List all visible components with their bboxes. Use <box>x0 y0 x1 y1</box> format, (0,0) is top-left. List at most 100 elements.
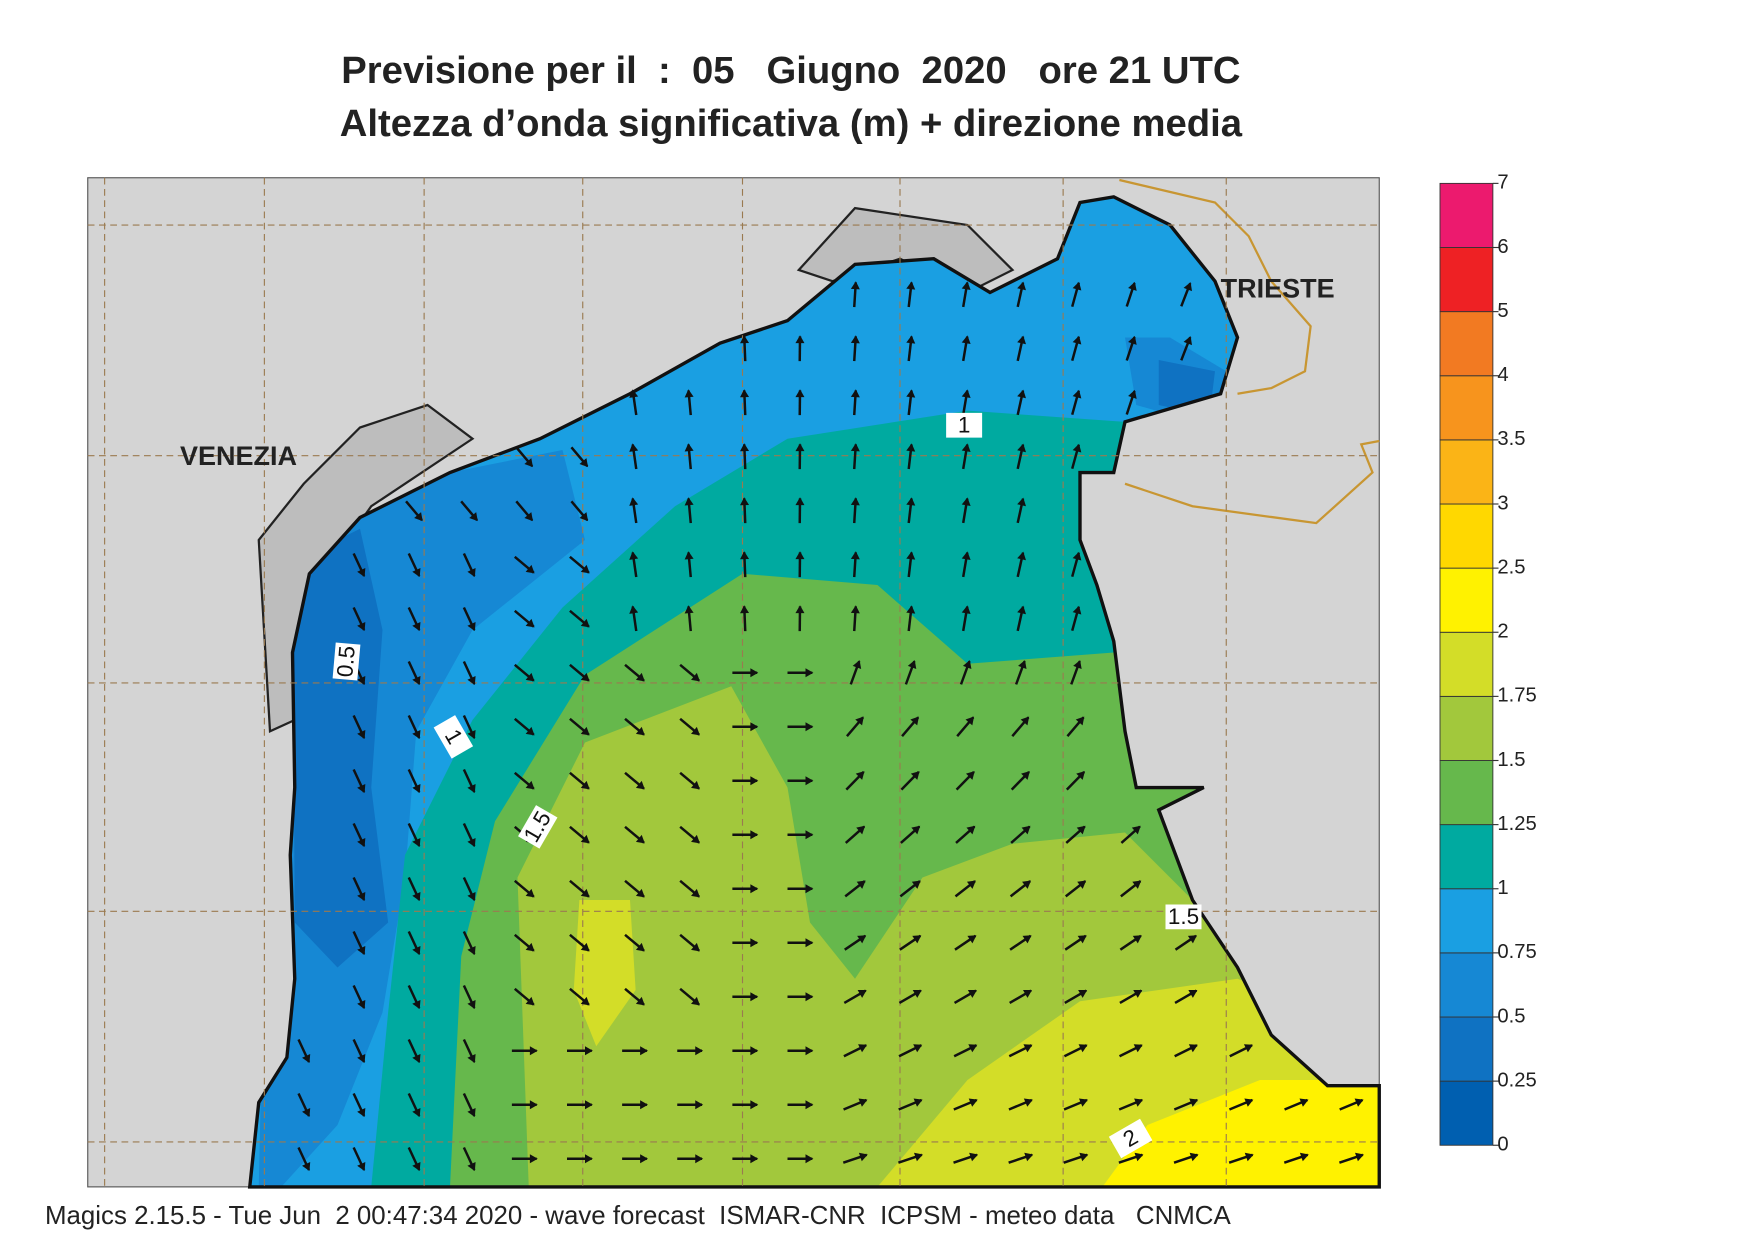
arrow <box>732 1154 759 1164</box>
arrow-head <box>1072 389 1082 399</box>
colorbar-box <box>1439 631 1494 697</box>
arrow-head <box>966 825 976 835</box>
arrow-head <box>525 780 535 790</box>
arrow <box>899 880 921 898</box>
arrow-head <box>1131 825 1141 835</box>
arrow <box>787 884 814 894</box>
arrow <box>795 389 805 416</box>
arrow <box>844 934 867 951</box>
arrow <box>1011 716 1030 737</box>
arrow <box>352 1039 366 1063</box>
arrow-head <box>357 999 366 1009</box>
colorbar-label: 6 <box>1497 236 1508 258</box>
arrow-head <box>1024 1152 1034 1162</box>
place-label: VENEZIA <box>180 441 297 471</box>
arrow <box>569 717 590 736</box>
arrow-head <box>1017 389 1026 399</box>
arrow-head <box>906 497 916 506</box>
arrow <box>407 877 421 901</box>
arrow-head <box>580 726 590 736</box>
arrow <box>1125 389 1137 415</box>
arrow <box>849 660 862 685</box>
arrow-head <box>906 551 916 560</box>
arrow-head <box>525 996 535 1006</box>
colorbar-label: 7 <box>1497 172 1508 194</box>
arrow <box>900 771 920 791</box>
arrow <box>899 934 922 951</box>
colorbar-label: 1 <box>1497 877 1508 899</box>
arrow <box>679 987 700 1006</box>
arrow <box>795 551 805 578</box>
arrow <box>569 879 590 898</box>
arrow <box>850 497 860 524</box>
arrow <box>732 938 759 948</box>
arrow <box>953 1098 978 1111</box>
contour-label: 1 <box>946 412 983 438</box>
arrow <box>352 877 366 901</box>
arrow <box>460 500 479 522</box>
arrow-head <box>914 1152 923 1162</box>
arrow-head <box>961 497 971 506</box>
colorbar-label: 4 <box>1497 364 1508 386</box>
arrow-head <box>1072 443 1082 453</box>
arrow <box>787 1046 814 1056</box>
arrow-head <box>684 551 694 560</box>
arrow <box>787 938 814 948</box>
arrow <box>732 1046 759 1056</box>
arrow-head <box>1299 1098 1309 1107</box>
arrow-head <box>357 945 366 955</box>
arrow-head <box>850 281 860 290</box>
arrow-head <box>412 621 421 631</box>
arrow-head <box>850 335 860 344</box>
arrow-head <box>795 551 805 560</box>
contour-label-text: 1 <box>958 412 971 437</box>
colorbar-label: 2 <box>1497 621 1508 643</box>
arrow <box>677 1100 704 1110</box>
arrow <box>732 776 759 786</box>
arrow <box>1071 281 1082 308</box>
border <box>1119 178 1312 395</box>
arrow-head <box>913 1098 923 1107</box>
arrow-head <box>357 675 366 685</box>
arrow <box>906 497 916 524</box>
colorbar-box <box>1439 567 1494 633</box>
arrow <box>1064 934 1087 951</box>
arrow-head <box>585 1046 593 1056</box>
arrow-head <box>1133 989 1143 998</box>
arrow <box>1009 934 1032 951</box>
arrow-head <box>357 567 366 577</box>
arrow-head <box>1021 825 1031 835</box>
arrow-head <box>684 443 694 452</box>
arrow <box>1010 771 1030 791</box>
arrow <box>1173 1098 1199 1111</box>
arrow-head <box>961 389 971 398</box>
arrow <box>569 771 590 790</box>
arrow <box>1118 1152 1144 1164</box>
arrow <box>1016 497 1026 524</box>
arrow <box>795 605 805 632</box>
arrow <box>629 605 639 632</box>
arrow-head <box>629 605 639 614</box>
arrow <box>1174 1044 1198 1058</box>
arrow <box>462 823 476 847</box>
arrow-head <box>966 880 976 889</box>
arrow <box>570 500 589 522</box>
arrow-head <box>467 1107 476 1117</box>
arrow-head <box>524 458 533 468</box>
arrow-head <box>640 1154 648 1164</box>
arrow-head <box>910 771 920 780</box>
band <box>292 360 1215 968</box>
arrow-head <box>740 497 750 506</box>
arrow <box>1120 880 1142 898</box>
arrow-head <box>525 942 535 952</box>
colorbar-box <box>1439 695 1494 761</box>
arrow-head <box>1072 551 1082 561</box>
arrow-head <box>580 996 590 1006</box>
colorbar-box <box>1439 182 1494 248</box>
arrow-head <box>1187 935 1197 944</box>
arrow <box>1120 825 1141 844</box>
arrow-head <box>1244 1098 1254 1107</box>
arrow <box>1174 989 1198 1005</box>
arrow <box>740 335 750 362</box>
contour-label: 0.5 <box>332 642 361 681</box>
